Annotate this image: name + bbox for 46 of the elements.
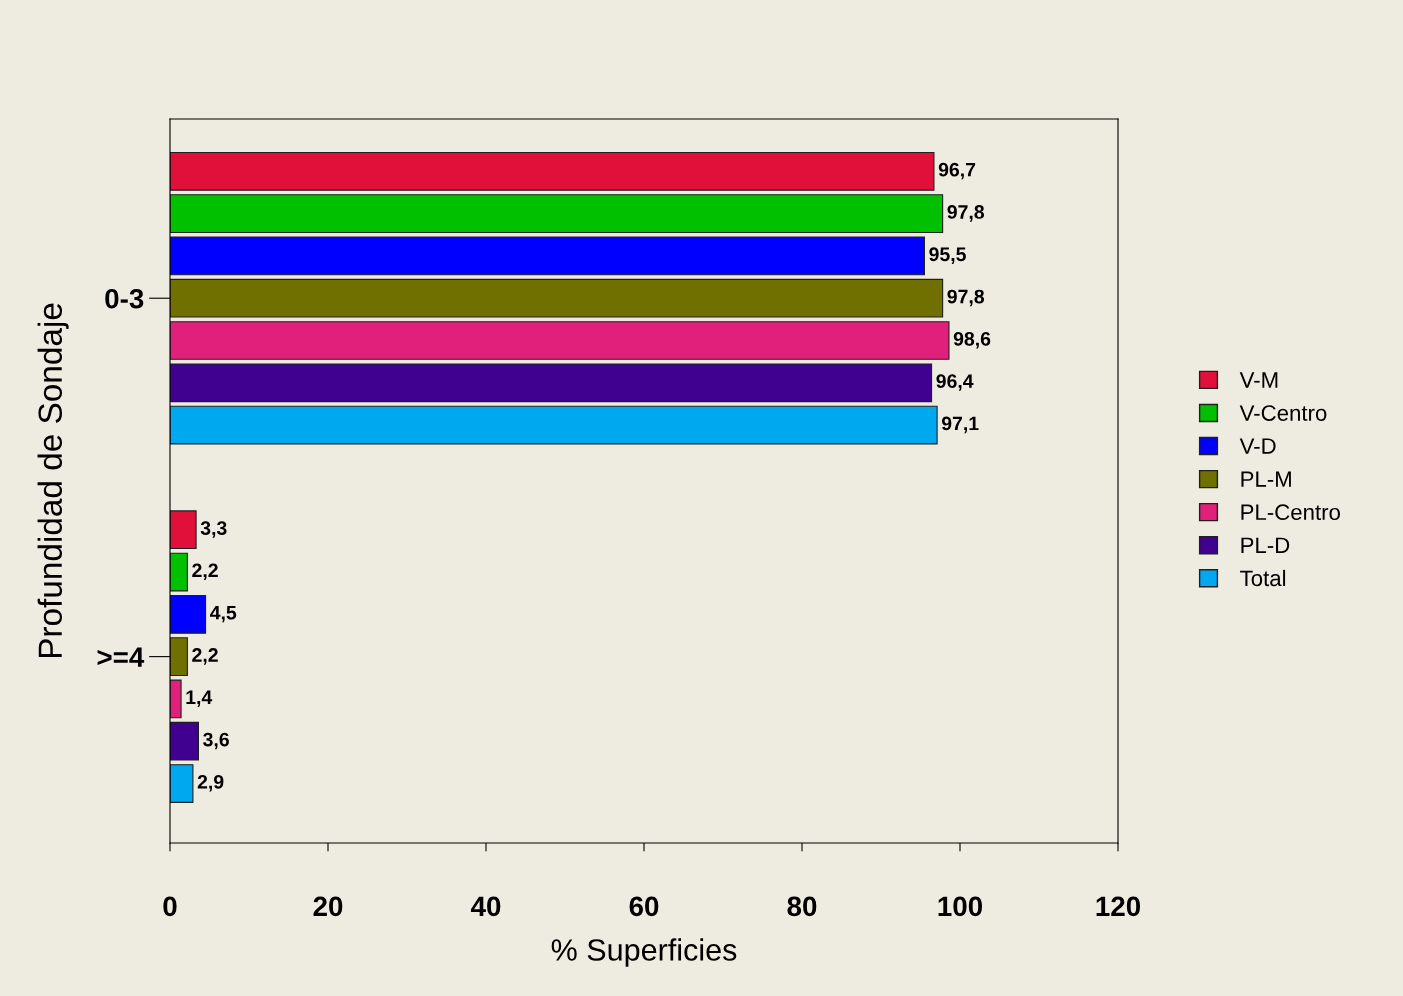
x-tick-label: 60: [629, 896, 659, 917]
data-label: 97,8: [947, 205, 985, 222]
legend-label: V-D: [1239, 438, 1276, 454]
bar: [170, 679, 182, 719]
y-tick-label: 0-3: [105, 288, 144, 309]
legend-label: Total: [1240, 569, 1286, 587]
x-tick-label: 120: [1096, 896, 1141, 917]
x-tick-label: 40: [470, 896, 501, 917]
bar: [170, 764, 194, 803]
bar: [170, 405, 938, 445]
legend-label: V-Centro: [1239, 405, 1327, 421]
bar: [170, 510, 197, 550]
bar: [170, 194, 944, 233]
bar: [170, 552, 188, 592]
data-label: 95,5: [929, 247, 966, 264]
legend-label: PL-Centro: [1241, 504, 1340, 521]
bar: [170, 637, 188, 676]
x-tick-label: 100: [938, 896, 983, 917]
data-label: 98,6: [953, 331, 991, 349]
data-label: 97,8: [947, 289, 985, 307]
data-label: 1,4: [186, 690, 213, 707]
bar: [170, 236, 926, 276]
x-tick-label: 80: [787, 896, 817, 917]
bar: [170, 278, 944, 318]
data-label: 2,2: [192, 563, 218, 581]
legend-label: V-M: [1239, 372, 1278, 388]
data-label: 2,9: [197, 774, 224, 792]
x-axis-title: % Superficies: [551, 938, 737, 967]
data-label: 4,5: [210, 605, 237, 623]
y-tick-label: >=4: [97, 647, 145, 667]
legend-label: PL-D: [1241, 537, 1290, 553]
bar: [170, 594, 207, 634]
bar: [170, 321, 950, 360]
x-tick-label: 20: [313, 896, 343, 917]
data-label: 96,4: [936, 374, 974, 391]
legend-label: PL-M: [1241, 471, 1291, 487]
data-label: 3,3: [200, 521, 227, 538]
bar: [170, 363, 933, 403]
bar: [170, 151, 935, 191]
y-axis-title: Profundidad de Sondaje: [37, 303, 69, 658]
data-label: 97,1: [941, 416, 979, 434]
bar: [170, 721, 199, 761]
data-label: 2,2: [192, 648, 218, 665]
x-tick-label: 0: [163, 896, 177, 917]
data-label: 3,6: [203, 732, 229, 750]
data-label: 96,7: [938, 162, 976, 180]
